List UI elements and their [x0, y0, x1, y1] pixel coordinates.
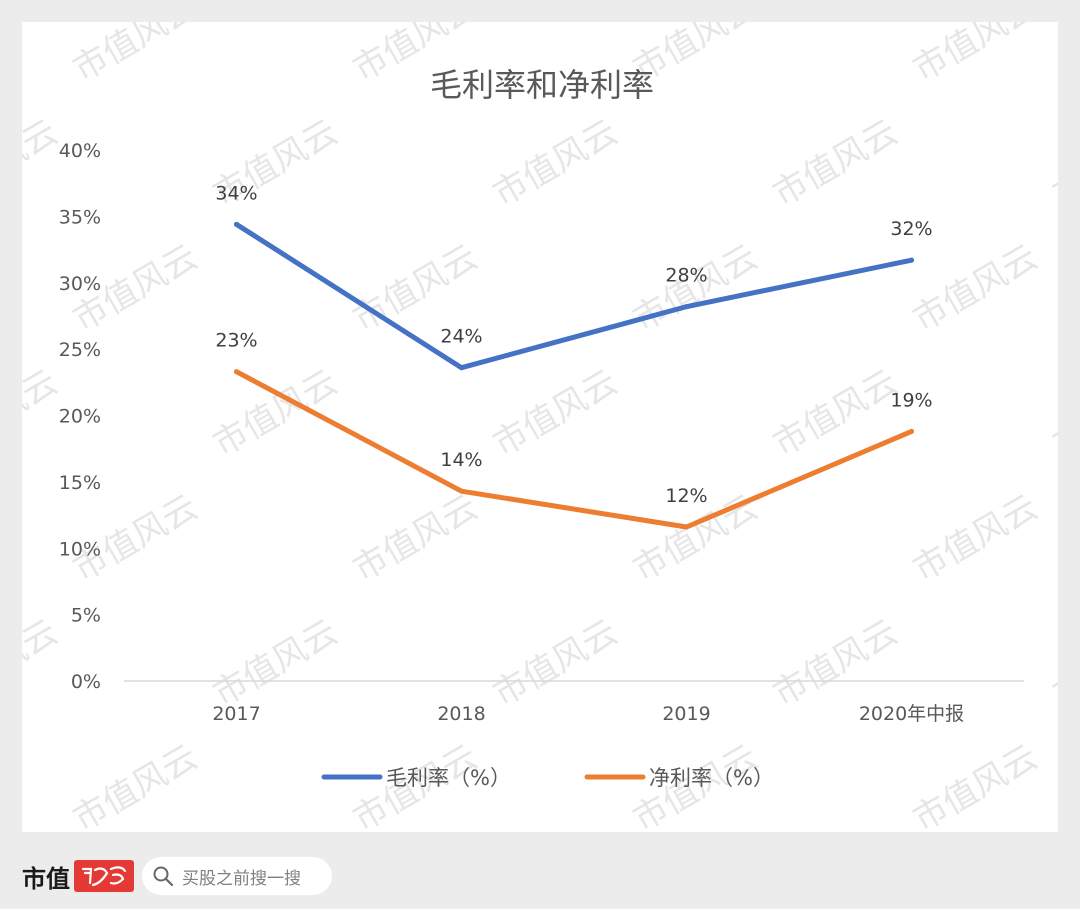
x-tick-label: 2018 [437, 703, 485, 725]
watermark-text: 市值风云 [907, 22, 1045, 90]
data-point [909, 257, 914, 263]
data-point [234, 221, 239, 227]
series-line-1 [234, 221, 914, 371]
y-tick-label: 0% [71, 671, 101, 693]
brand-logo-icon [74, 860, 134, 892]
data-label: 32% [890, 218, 932, 240]
x-tick-label: 2019 [662, 703, 710, 725]
data-label: 34% [215, 182, 257, 204]
data-labels: 34% 24% 28% 32% 23% 14% 12% 19% [215, 182, 932, 507]
y-tick-label: 15% [59, 472, 101, 494]
data-label: 24% [440, 326, 482, 348]
watermark-text: 市值风云 [487, 112, 625, 215]
y-tick-label: 30% [59, 273, 101, 295]
chart-title: 毛利率和净利率 [430, 66, 654, 104]
series-line-2 [234, 369, 914, 530]
watermark-text: 市值风云 [767, 612, 905, 715]
y-tick-label: 5% [71, 605, 101, 627]
watermark-text: 市值风云 [487, 362, 625, 465]
watermark-text: 市值风云 [207, 362, 345, 465]
data-label: 28% [665, 265, 707, 287]
watermark-text: 市值风云 [907, 737, 1045, 832]
search-box[interactable]: 买股之前搜一搜 [142, 857, 332, 895]
brand-name: 市值 [22, 863, 70, 893]
brand-logo-group[interactable]: 市值 [22, 856, 134, 896]
y-tick-label: 40% [59, 140, 101, 162]
watermark-text: 市值风云 [347, 487, 485, 590]
watermark-text: 市值风云 [347, 237, 485, 340]
watermark-text: 市值风云 [907, 237, 1045, 340]
data-point [459, 488, 464, 494]
watermark-text: 市值风云 [1047, 362, 1059, 465]
watermark-text: 市值风云 [1047, 112, 1059, 215]
series-lines [234, 221, 914, 530]
watermark-text: 市值风云 [767, 362, 905, 465]
data-point [909, 428, 914, 434]
data-point [459, 365, 464, 371]
watermark-text: 市值风云 [67, 22, 205, 90]
watermark-text: 市值风云 [1047, 612, 1059, 715]
watermark-text: 市值风云 [487, 612, 625, 715]
y-tick-label: 20% [59, 406, 101, 428]
data-label: 12% [665, 485, 707, 507]
y-tick-label: 35% [59, 206, 101, 228]
x-tick-label: 2017 [212, 703, 260, 725]
watermark-text: 市值风云 [907, 487, 1045, 590]
search-icon [153, 866, 174, 887]
data-label: 19% [890, 389, 932, 411]
watermark-text: 市值风云 [207, 612, 345, 715]
watermark-text: 市值风云 [627, 237, 765, 340]
y-tick-label: 25% [59, 339, 101, 361]
axes: 0% 5% 10% 15% 20% 25% 30% 35% 40% 2017 2018 2019 202… [59, 140, 1024, 725]
watermark-text: 市值风云 [22, 112, 64, 215]
data-point [684, 304, 689, 310]
y-tick-label: 10% [59, 538, 101, 560]
chart-card: 市值风云 市值风云 市值风云 市值风云 市值风云 市值风云 市值风云 市值风云 市值风云 市值风云… [22, 22, 1058, 832]
legend-label-2: 净利率（%） [649, 766, 774, 790]
watermark-text: 市值风云 [22, 612, 64, 715]
data-point [684, 524, 689, 530]
footer-bar: 市值 买股之前搜一搜 [0, 846, 1080, 909]
legend-label-1: 毛利率（%） [386, 766, 511, 790]
legend: 毛利率（%） 净利率（%） [321, 766, 774, 790]
data-label: 23% [215, 330, 257, 352]
search-placeholder: 买股之前搜一搜 [182, 868, 301, 889]
data-point [234, 369, 239, 375]
x-tick-label: 2020年中报 [859, 703, 964, 725]
watermark-text: 市值风云 [767, 112, 905, 215]
data-label: 14% [440, 449, 482, 471]
watermark-text: 市值风云 [67, 737, 205, 832]
